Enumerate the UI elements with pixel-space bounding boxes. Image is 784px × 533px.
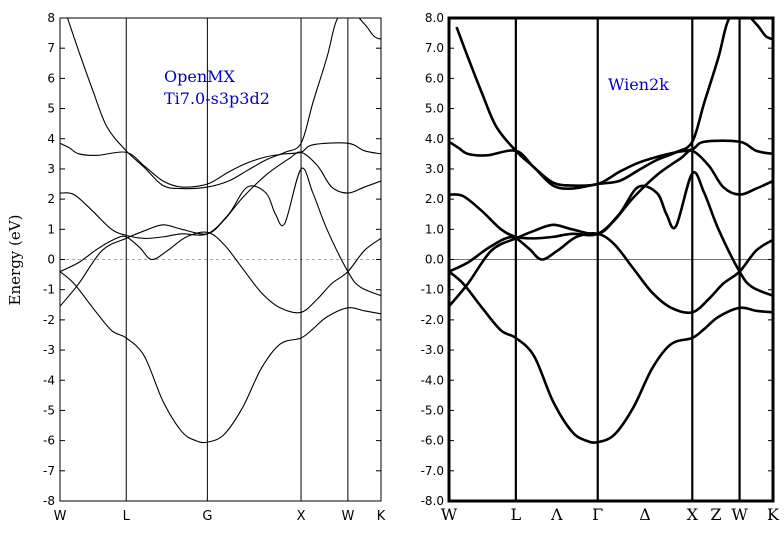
y-tick-label: 7.0 [425,41,444,55]
kpoint-label: Λ [550,505,563,524]
y-tick-label: 2.0 [425,192,444,206]
bands [449,18,773,444]
bands [60,18,381,444]
y-tick-label: 4.0 [425,132,444,146]
y-tick-label: 3 [47,162,55,176]
band-line-3 [60,151,381,307]
band-line-5 [60,142,381,188]
y-tick-label: 3.0 [425,162,444,176]
kpoint-label: W [731,505,748,524]
band-line-2 [60,231,381,314]
panel-annotation: Wien2k [608,75,669,94]
y-tick-label: -8.0 [421,494,444,508]
band-line-1 [60,271,381,444]
y-tick-label: 6.0 [425,71,444,85]
y-tick-label: 7 [47,41,55,55]
kpoint-label: Z [710,505,721,524]
band-line-1 [449,270,773,444]
y-tick-label: -7 [43,464,55,478]
y-tick-label: -3 [43,343,55,357]
y-tick-label: -2.0 [421,313,444,327]
y-tick-label: 2 [47,192,55,206]
band-line-5 [449,139,773,188]
y-tick-label: -6 [43,434,55,448]
y-tick-label: 0 [47,253,55,267]
kpoint-label: L [123,509,131,524]
y-axis-label: Energy (eV) [6,215,24,306]
y-tick-label: 1 [47,222,55,236]
band-line-6 [455,18,773,190]
y-tick-label: 1.0 [425,222,444,236]
kpoint-label: W [441,505,458,524]
wien2k-panel: -8.0 -7.0 -6.0 -5.0 -4.0 -3.0 -2.0 -1.0 0.0 1.0 2.… [421,11,780,524]
y-tick-label: -2 [43,313,55,327]
band-line-4 [449,171,773,297]
y-tick-label: -4 [43,373,55,387]
y-tick-label: 6 [47,71,55,85]
kpoint-label: L [511,505,522,524]
y-tick-label: -1 [43,283,55,297]
y-tick-label: 8.0 [425,11,444,25]
kpoint-label: G [202,509,212,524]
kpoint-label: W [54,509,67,524]
y-tick-label: 4 [47,132,55,146]
y-tick-label: -8 [43,494,55,508]
band-line-2 [449,232,773,315]
y-tick-label: -7.0 [421,464,444,478]
y-tick-label: -6.0 [421,434,444,448]
y-tick-label: 5 [47,102,55,116]
kpoint-label: W [341,509,354,524]
kpoint-label: X [687,505,699,524]
y-tick-label: 5.0 [425,102,444,116]
y-tick-label: 8 [47,11,55,25]
y-tick-label: -5.0 [421,403,444,417]
kpoint-label: X [297,509,306,524]
openmx-panel: -8 -7 -6 -5 -4 -3 -2 -1 0 1 2 3 4 5 6 7 8 W L G X W K Energy (e… [6,11,386,524]
kpoint-label: K [377,509,386,524]
y-tick-label: -5 [43,403,55,417]
band-line-6 [66,18,381,190]
y-tick-label: 0.0 [425,253,444,267]
kpoint-label: K [767,505,780,524]
kpoint-label: Γ [592,505,603,524]
y-tick-label: -1.0 [421,283,444,297]
band-line-4 [60,167,381,297]
panel-annotation: Ti7.0-s3p3d2 [164,89,270,108]
y-tick-label: -3.0 [421,343,444,357]
y-tick-label: -4.0 [421,373,444,387]
panel-annotation: OpenMX [164,67,236,86]
kpoint-label: Δ [639,505,651,524]
